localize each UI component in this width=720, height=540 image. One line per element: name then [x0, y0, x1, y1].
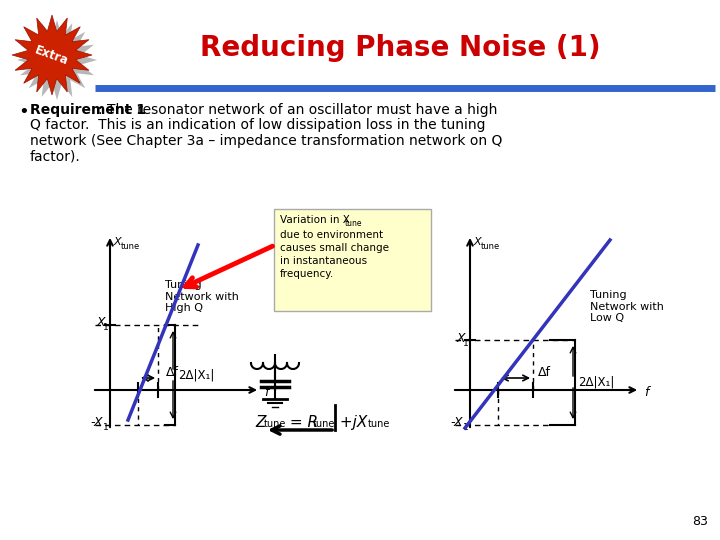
Text: X: X: [113, 237, 121, 247]
Text: tune: tune: [481, 242, 500, 251]
Text: 1: 1: [103, 323, 109, 333]
Text: : The resonator network of an oscillator must have a high: : The resonator network of an oscillator…: [98, 103, 498, 117]
Text: -X: -X: [451, 416, 463, 429]
Text: -X: -X: [91, 416, 103, 429]
Text: Δf: Δf: [538, 366, 551, 379]
Text: tune: tune: [264, 419, 287, 429]
Text: frequency.: frequency.: [280, 269, 334, 279]
Text: = R: = R: [285, 415, 318, 430]
Text: causes small change: causes small change: [280, 243, 389, 253]
Text: due to environment: due to environment: [280, 230, 383, 240]
Text: X: X: [96, 316, 105, 329]
Text: 2Δ|X₁|: 2Δ|X₁|: [178, 368, 215, 381]
Text: 1: 1: [463, 423, 469, 433]
Text: Reducing Phase Noise (1): Reducing Phase Noise (1): [199, 34, 600, 62]
Text: X: X: [456, 332, 465, 345]
Polygon shape: [17, 20, 97, 100]
Text: Extra: Extra: [33, 44, 71, 68]
Text: tune: tune: [313, 419, 336, 429]
Text: tune: tune: [121, 242, 140, 251]
Text: tune: tune: [345, 219, 362, 228]
Text: 83: 83: [692, 515, 708, 528]
Text: factor).: factor).: [30, 150, 81, 164]
Text: X: X: [473, 237, 481, 247]
Text: Tuning
Network with
Low Q: Tuning Network with Low Q: [590, 290, 664, 323]
Text: Z: Z: [255, 415, 266, 430]
Text: Tuning
Network with
High Q: Tuning Network with High Q: [165, 280, 239, 313]
Text: f: f: [264, 386, 269, 399]
Text: Δf: Δf: [166, 366, 179, 379]
Polygon shape: [12, 15, 92, 95]
Text: Variation in X: Variation in X: [280, 215, 350, 225]
Text: tune: tune: [368, 419, 390, 429]
Text: +jX: +jX: [335, 415, 367, 430]
Text: 1: 1: [463, 339, 469, 348]
Text: 2Δ|X₁|: 2Δ|X₁|: [578, 376, 614, 389]
Text: Requirement 1: Requirement 1: [30, 103, 146, 117]
Text: •: •: [18, 103, 29, 121]
FancyBboxPatch shape: [274, 209, 431, 311]
Text: Q factor.  This is an indication of low dissipation loss in the tuning: Q factor. This is an indication of low d…: [30, 118, 485, 132]
Text: in instantaneous: in instantaneous: [280, 256, 367, 266]
Text: f: f: [644, 386, 649, 399]
Text: network (See Chapter 3a – impedance transformation network on Q: network (See Chapter 3a – impedance tran…: [30, 134, 503, 148]
Text: 1: 1: [103, 423, 109, 433]
